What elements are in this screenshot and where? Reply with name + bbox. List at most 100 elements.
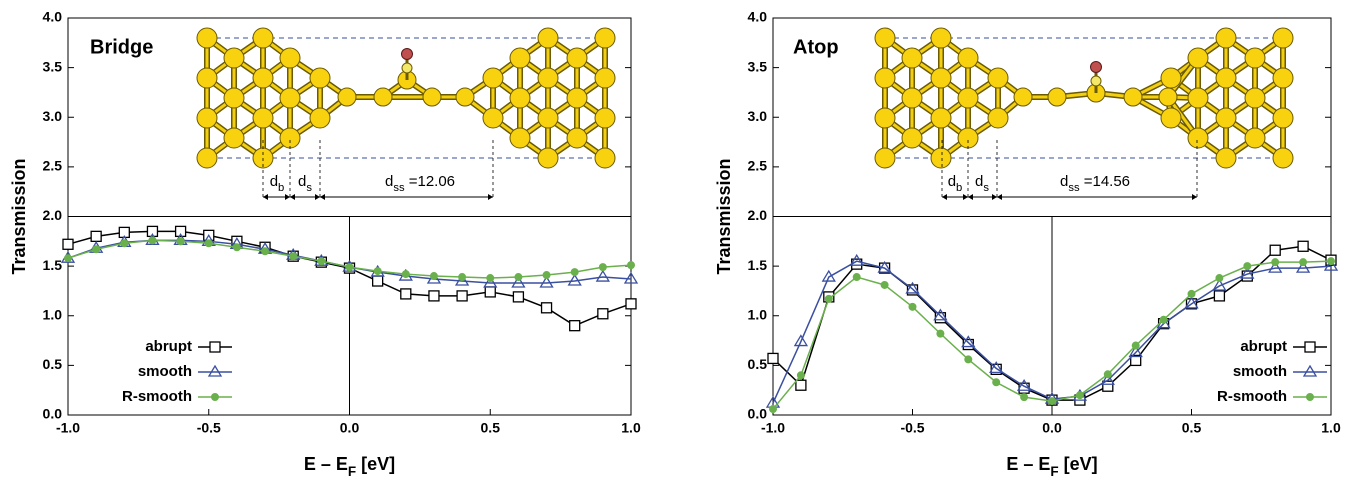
legend-label: smooth xyxy=(1233,363,1287,380)
marker xyxy=(964,355,973,364)
y-tick-label: 3.0 xyxy=(748,108,768,124)
x-tick-label: -0.5 xyxy=(900,420,924,436)
marker xyxy=(1020,393,1029,402)
atom xyxy=(957,47,979,69)
marker xyxy=(992,378,1001,387)
atom xyxy=(422,87,442,107)
atom xyxy=(1160,67,1182,89)
marker xyxy=(905,281,920,294)
atom xyxy=(1123,87,1143,107)
marker xyxy=(1048,397,1056,406)
atom xyxy=(1187,87,1209,109)
label-sub: s xyxy=(983,182,989,194)
marker xyxy=(401,270,410,279)
atom xyxy=(1244,127,1266,149)
atom xyxy=(1047,87,1067,107)
label-sub: b xyxy=(278,182,284,194)
atom xyxy=(1090,75,1102,87)
marker xyxy=(373,267,382,276)
atom xyxy=(537,27,559,49)
label-main: d xyxy=(385,173,393,190)
marker xyxy=(769,405,777,414)
y-axis-label: Transmission xyxy=(9,158,29,274)
legend-marker xyxy=(209,341,221,353)
atom xyxy=(1244,87,1266,109)
marker xyxy=(1215,274,1224,283)
label: dss =14.56 xyxy=(1060,173,1130,194)
atom xyxy=(223,47,245,69)
atom xyxy=(509,47,531,69)
label-main: d xyxy=(270,173,278,190)
legend-marker xyxy=(1302,364,1318,377)
atom xyxy=(1158,87,1178,107)
atom xyxy=(1272,67,1294,89)
label: dss =12.06 xyxy=(385,173,455,194)
marker xyxy=(64,254,72,263)
marker xyxy=(1327,257,1335,266)
marker xyxy=(1103,370,1112,379)
marker xyxy=(484,286,496,298)
marker xyxy=(796,371,805,380)
marker xyxy=(148,236,157,245)
atom xyxy=(1272,147,1294,169)
legend-label: smooth xyxy=(138,363,192,380)
marker xyxy=(623,271,639,284)
label-main: E – E xyxy=(1006,454,1050,474)
marker xyxy=(597,308,609,320)
marker xyxy=(428,290,440,302)
legend-label: abrupt xyxy=(1240,338,1287,355)
marker xyxy=(1299,258,1308,267)
atom xyxy=(401,62,413,74)
atom xyxy=(874,147,896,169)
marker xyxy=(962,338,974,351)
atom xyxy=(309,67,331,89)
marker xyxy=(232,243,241,252)
atom xyxy=(196,147,218,169)
marker xyxy=(1100,372,1115,385)
legend-marker xyxy=(1304,341,1316,353)
atom xyxy=(373,87,393,107)
marker xyxy=(1184,296,1199,309)
atom xyxy=(223,87,245,109)
label-main: E – E xyxy=(304,454,348,474)
marker xyxy=(400,288,412,300)
atom xyxy=(901,47,923,69)
atom xyxy=(1244,47,1266,69)
y-tick-label: 1.5 xyxy=(43,257,63,273)
marker xyxy=(1187,289,1196,298)
legend-label: R-smooth xyxy=(1217,388,1287,405)
y-tick-label: 1.5 xyxy=(748,257,768,273)
marker xyxy=(540,302,553,314)
legend-marker xyxy=(1306,393,1314,401)
atom xyxy=(1013,87,1033,107)
marker xyxy=(934,312,947,324)
y-axis-label: Transmission xyxy=(714,158,734,274)
marker xyxy=(933,308,948,321)
label-main: d xyxy=(948,173,956,190)
atom xyxy=(957,127,979,149)
marker xyxy=(1016,378,1032,391)
marker xyxy=(1295,260,1311,273)
label: ds xyxy=(975,173,989,194)
marker xyxy=(1213,290,1226,302)
marker xyxy=(1297,240,1309,252)
x-tick-label: 0.0 xyxy=(1042,420,1062,436)
atom xyxy=(309,107,331,129)
y-tick-label: 2.0 xyxy=(748,207,768,223)
atom xyxy=(874,107,896,129)
atom xyxy=(594,147,616,169)
marker xyxy=(767,352,779,365)
atom xyxy=(594,107,616,129)
atom xyxy=(1215,67,1237,89)
atom xyxy=(566,47,588,69)
atom xyxy=(196,27,218,49)
atom xyxy=(279,127,301,149)
label: E – EF [eV] xyxy=(304,454,395,479)
y-tick-label: 2.0 xyxy=(43,207,63,223)
label-main: d xyxy=(975,173,983,190)
marker xyxy=(567,273,582,286)
atom xyxy=(455,87,475,107)
y-tick-label: 3.5 xyxy=(43,58,63,74)
y-tick-label: 2.5 xyxy=(748,158,768,174)
